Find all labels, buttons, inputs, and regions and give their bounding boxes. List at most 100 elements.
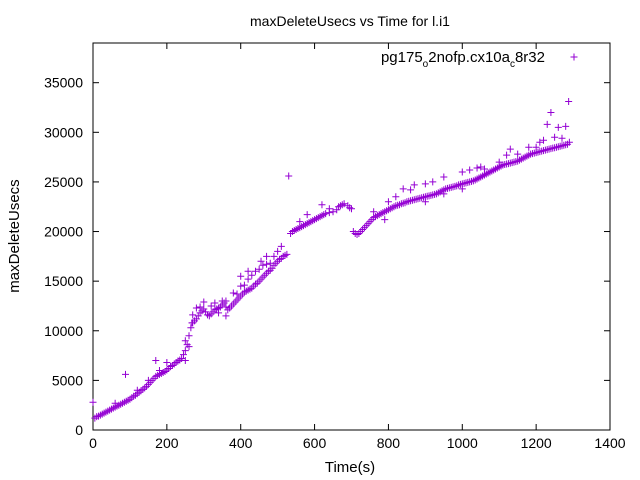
x-tick-label: 1000: [447, 435, 478, 451]
data-point: [215, 309, 223, 317]
data-point: [303, 211, 311, 219]
data-point: [277, 242, 285, 250]
data-point: [381, 216, 389, 224]
data-point: [565, 138, 573, 146]
data-point: [155, 366, 163, 374]
data-point: [392, 193, 400, 201]
data-point: [506, 145, 514, 153]
data-point: [558, 134, 566, 142]
y-axis-label: maxDeleteUsecs: [6, 179, 23, 292]
data-point: [329, 208, 337, 216]
data-point: [263, 252, 271, 260]
data-point: [477, 163, 485, 171]
data-point: [384, 198, 392, 206]
data-point: [207, 302, 215, 310]
x-tick-label: 1200: [521, 435, 552, 451]
y-tick-label: 0: [75, 422, 83, 438]
data-point: [248, 271, 256, 279]
data-point: [218, 297, 226, 305]
data-point: [251, 267, 259, 275]
data-point: [274, 247, 282, 255]
data-point: [421, 180, 429, 188]
data-point: [421, 198, 429, 206]
data-point: [348, 205, 355, 213]
y-tick-label: 10000: [44, 323, 83, 339]
data-point: [458, 168, 466, 176]
data-point: [237, 282, 245, 290]
data-point: [185, 343, 193, 351]
data-point: [340, 200, 348, 208]
data-point: [281, 251, 289, 259]
legend-marker-symbol: [570, 53, 578, 61]
data-point: [111, 399, 119, 407]
data-point: [121, 370, 129, 378]
data-point: [181, 337, 189, 345]
x-tick-label: 1400: [594, 435, 625, 451]
data-point: [536, 138, 544, 146]
data-point: [255, 265, 263, 273]
data-point: [192, 304, 200, 312]
data-point: [270, 252, 278, 260]
data-point: [89, 398, 97, 406]
data-point: [353, 231, 361, 239]
y-tick-label: 30000: [44, 124, 83, 140]
data-point: [168, 362, 176, 369]
y-tick-label: 25000: [44, 174, 83, 190]
data-point: [540, 136, 548, 144]
x-tick-label: 600: [303, 435, 327, 451]
plot-frame: [92, 42, 611, 431]
data-point: [240, 281, 248, 289]
data-point: [318, 201, 326, 209]
legend-label-part-3: 8r32: [515, 49, 545, 66]
data-point: [503, 151, 511, 159]
data-point: [189, 311, 197, 319]
data-point: [473, 164, 481, 172]
axis-ticks: 0 200 400 600 800 1000 1200 1400 0 5000 10000 15000…: [44, 43, 626, 451]
data-point: [222, 312, 230, 320]
data-point: [144, 376, 152, 384]
data-point: [322, 210, 330, 218]
data-point: [211, 299, 219, 307]
data-point: [410, 181, 418, 189]
data-point: [370, 208, 378, 216]
data-point: [133, 386, 141, 394]
data-point: [179, 351, 187, 359]
data-point: [139, 385, 147, 393]
data-point: [458, 185, 466, 193]
x-tick-label: 800: [377, 435, 401, 451]
data-point: [187, 324, 195, 332]
data-point: [194, 312, 202, 320]
data-point: [152, 357, 160, 365]
legend-label-part-2: 2nofp.cx10a: [428, 49, 510, 66]
data-point: [181, 357, 189, 365]
y-tick-label: 20000: [44, 224, 83, 240]
data-point: [259, 261, 267, 269]
data-point: [440, 190, 448, 198]
data-point: [325, 205, 333, 213]
legend-label-part-1: pg175: [381, 49, 423, 66]
data-point: [296, 218, 304, 226]
data-point: [547, 108, 555, 116]
data-point: [244, 275, 252, 283]
legend-label: pg175o2nofp.cx10ac8r32: [381, 49, 545, 70]
data-point: [466, 166, 474, 174]
y-tick-label: 35000: [44, 75, 83, 91]
data-point: [565, 98, 573, 106]
data-point: [196, 303, 204, 311]
y-tick-label: 15000: [44, 273, 83, 289]
data-point: [203, 311, 211, 319]
data-point: [554, 123, 562, 131]
data-point: [399, 185, 407, 193]
data-point: [407, 186, 415, 194]
data-point: [188, 319, 196, 327]
data-point: [229, 289, 237, 297]
data-point: [532, 143, 540, 151]
data-point: [233, 290, 241, 298]
x-tick-label: 200: [155, 435, 179, 451]
data-points: [89, 98, 573, 422]
data-point: [257, 257, 265, 265]
data-point: [266, 259, 274, 267]
x-tick-label: 0: [89, 435, 97, 451]
data-point: [237, 272, 245, 280]
